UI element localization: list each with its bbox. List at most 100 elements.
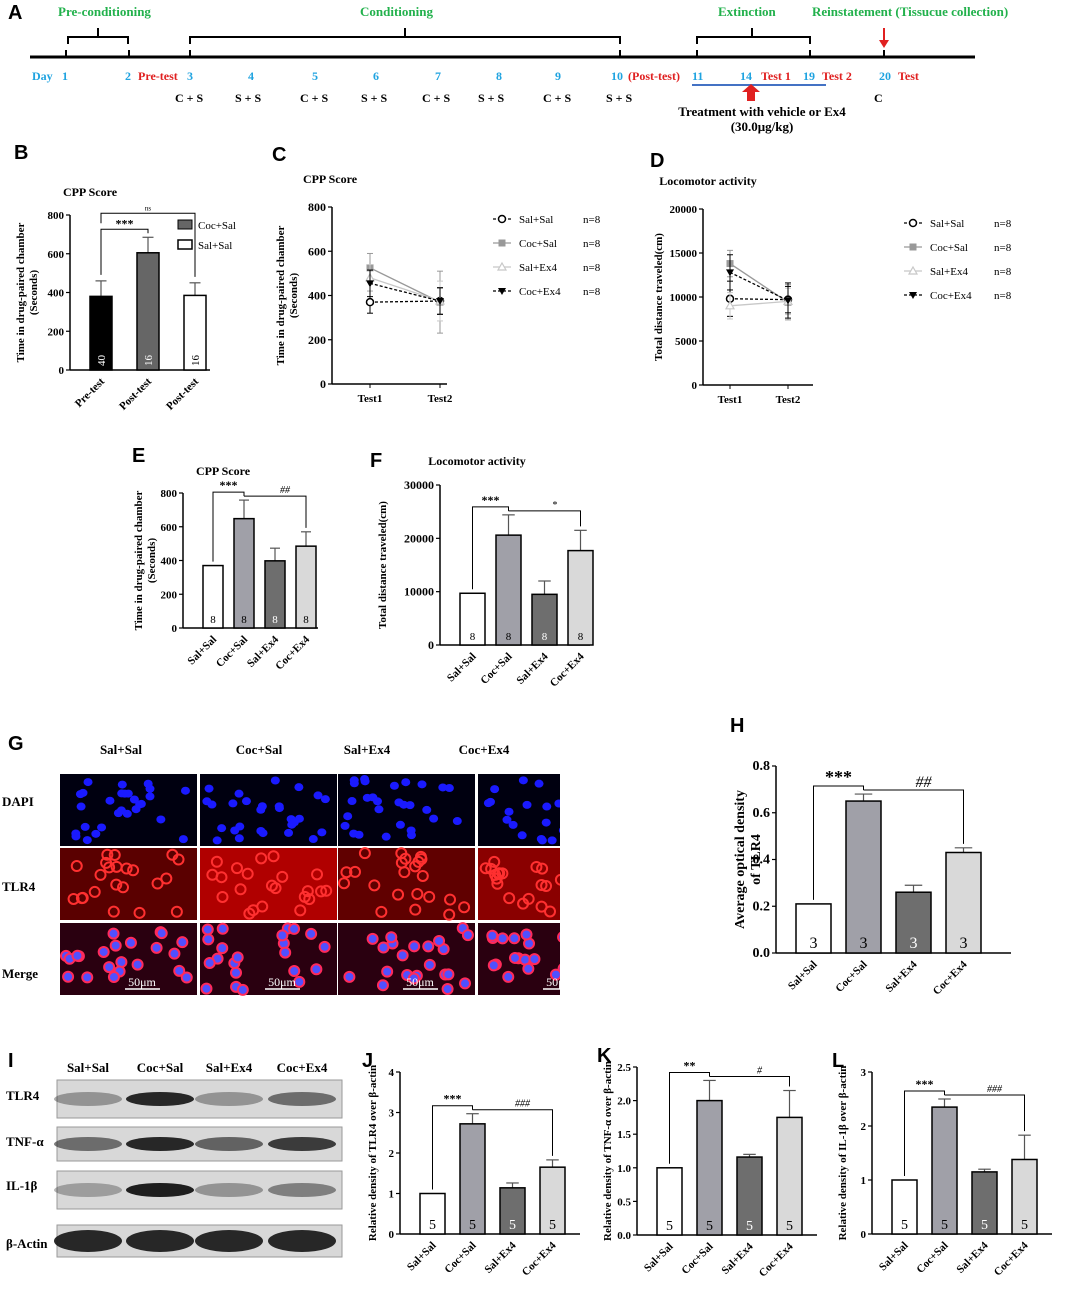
panel-label-b: B	[14, 142, 29, 164]
cell	[522, 962, 535, 975]
nucleus	[83, 778, 93, 787]
cell	[443, 908, 456, 921]
legend-label: Sal+Ex4	[930, 266, 968, 278]
y-tick-label: 0.2	[753, 899, 771, 914]
nucleus	[554, 799, 560, 808]
nucleus	[389, 781, 399, 790]
nucleus	[537, 836, 547, 845]
data-point	[907, 265, 919, 275]
day-label: Day	[32, 69, 53, 83]
pair-day4: S + S	[235, 91, 262, 105]
sig-label: ***	[482, 493, 500, 507]
cell	[150, 941, 163, 954]
x-tick-label: Coc+Ex4	[273, 633, 312, 672]
cell	[540, 880, 553, 893]
if-image-tile	[338, 848, 475, 920]
cell	[81, 971, 94, 984]
y-tick-label: 1	[389, 1189, 395, 1201]
treatment-dose: (30.0μg/kg)	[731, 119, 794, 134]
cell	[236, 983, 249, 996]
legend-label: Sal+Sal	[519, 214, 553, 226]
cell	[288, 964, 301, 977]
y-tick-label: 2	[389, 1148, 395, 1160]
legend-label: Coc+Ex4	[930, 290, 972, 302]
nucleus	[308, 835, 318, 844]
n-label: 5	[509, 1218, 516, 1233]
nucleus	[508, 820, 518, 829]
cell	[490, 872, 503, 885]
cell	[486, 929, 499, 942]
data-point	[365, 297, 375, 307]
x-tick-label: Sal+Sal	[405, 1240, 439, 1274]
cell	[265, 879, 278, 892]
cell	[202, 933, 215, 946]
x-tick-label: Coc+Ex4	[992, 1239, 1031, 1278]
cell	[305, 927, 318, 940]
nucleus	[444, 784, 454, 793]
y-tick-label: 2	[861, 1121, 867, 1133]
y-tick-label: 0	[320, 377, 326, 391]
n-label: 8	[542, 631, 548, 643]
wb-col-coc-ex4: Coc+Ex4	[277, 1060, 328, 1075]
cell	[155, 927, 168, 940]
sig-label: #	[757, 1065, 763, 1076]
nucleus	[320, 795, 330, 804]
cell	[115, 956, 128, 969]
legend-n: n=8	[994, 266, 1012, 278]
cell	[166, 848, 179, 861]
nucleus	[178, 835, 188, 844]
cell	[267, 850, 280, 863]
y-tick-label: 30000	[404, 478, 434, 492]
cell	[216, 942, 229, 955]
cell	[216, 922, 229, 935]
day-1: 1	[62, 69, 68, 83]
y-tick-label: 3	[389, 1108, 395, 1120]
blot-band	[268, 1230, 336, 1252]
if-col-coc-sal: Coc+Sal	[236, 742, 283, 757]
chart-l: 0 1 2 3 Relative density of IL-1β over β-act…	[837, 1066, 1052, 1278]
x-tick-label: Test2	[428, 393, 453, 405]
cell	[416, 869, 429, 882]
y-tick-label: 2.5	[617, 1062, 631, 1074]
n-label: 5	[706, 1219, 713, 1234]
legend-label: Coc+Sal	[198, 220, 236, 232]
panel-label-k: K	[597, 1045, 612, 1067]
nucleus	[145, 792, 155, 801]
sig-label: ***	[220, 478, 238, 492]
n-label: 5	[981, 1218, 988, 1233]
blot-band	[268, 1092, 336, 1106]
if-row-merge: Merge	[2, 966, 38, 981]
cell	[441, 983, 454, 996]
blot-band	[195, 1230, 263, 1252]
x-tick-label: Coc+Ex4	[520, 1239, 559, 1278]
x-tick-label: Coc+Sal	[442, 1240, 478, 1276]
cell	[522, 892, 535, 905]
day-8: 8	[496, 69, 502, 83]
cell	[203, 956, 216, 969]
cell	[381, 965, 394, 978]
nucleus	[234, 789, 244, 798]
y-tick-label: 1.5	[617, 1129, 631, 1141]
nucleus	[518, 776, 528, 785]
x-tick-label: Coc+Sal	[679, 1241, 715, 1277]
blot-band	[54, 1183, 122, 1197]
event-test1: Test 1	[761, 69, 791, 83]
sig-bracket	[669, 1071, 710, 1164]
nucleus	[91, 829, 101, 838]
nucleus	[438, 783, 448, 792]
cell	[487, 959, 500, 972]
x-tick-label: Coc+Sal	[833, 959, 869, 995]
day-10: 10	[611, 69, 623, 83]
cell	[358, 847, 371, 860]
nucleus	[347, 797, 357, 806]
n-label: 5	[901, 1218, 908, 1233]
n-label: 5	[666, 1219, 673, 1234]
day-3: 3	[187, 69, 193, 83]
nucleus	[401, 778, 411, 787]
scalebar-label: 50μm	[128, 975, 156, 989]
y-axis-label-line2: of TLR4	[749, 834, 764, 885]
day-2: 2	[125, 69, 131, 83]
y-tick-label: 20000	[670, 204, 698, 216]
bar	[136, 252, 160, 371]
